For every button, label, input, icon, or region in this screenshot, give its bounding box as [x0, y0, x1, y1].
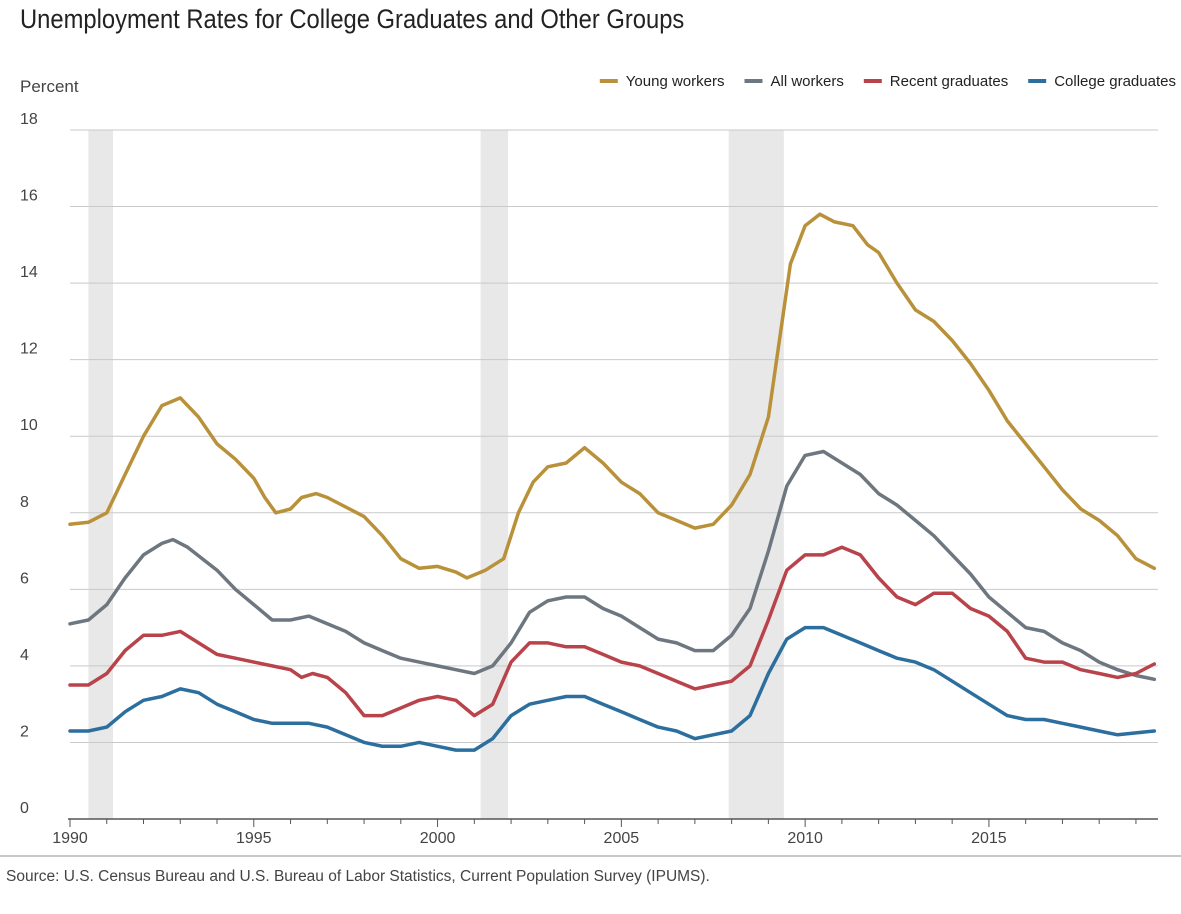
x-tick-label: 2005 [604, 830, 640, 847]
y-tick-label: 14 [20, 264, 38, 281]
legend-item-recent-graduates: Recent graduates [863, 73, 1008, 90]
x-tick-label: 1990 [52, 830, 88, 847]
series-line-all-workers [68, 449, 1157, 682]
legend-item-young-workers: Young workers [599, 73, 725, 90]
legend-item-all-workers: All workers [744, 73, 844, 90]
y-tick-label: 2 [20, 723, 29, 740]
recession-band-3 [728, 130, 784, 819]
series-line-college-graduates [68, 625, 1157, 752]
x-tick-label: 2010 [787, 830, 823, 847]
recession-bands [88, 130, 784, 819]
y-tick-label: 6 [20, 570, 29, 587]
y-tick-label: 0 [20, 800, 29, 817]
x-axis: 1990 1995 2000 2005 2010 2015 [52, 818, 1158, 847]
y-tick-label: 4 [20, 647, 29, 664]
series-line-recent-graduates [68, 545, 1157, 718]
x-tick-label: 2000 [420, 830, 456, 847]
y-tick-label: 10 [20, 417, 38, 434]
source-note: Source: U.S. Census Bureau and U.S. Bure… [6, 868, 710, 885]
y-tick-label: 8 [20, 494, 29, 511]
divider [0, 855, 1181, 857]
recession-band-2 [480, 130, 509, 819]
x-tick-label: 1995 [236, 830, 272, 847]
x-tick-label: 2015 [971, 830, 1007, 847]
series-line-young-workers [68, 212, 1157, 580]
y-tick-label: 18 [20, 111, 38, 128]
legend-label: All workers [771, 73, 844, 90]
gridlines [70, 129, 1158, 743]
y-axis: 0 2 4 6 8 10 12 14 16 18 [20, 111, 38, 817]
series-lines [68, 212, 1157, 752]
legend: Young workers All workers Recent graduates… [599, 73, 1176, 90]
y-axis-title: Percent [20, 77, 79, 96]
y-tick-label: 16 [20, 188, 38, 205]
y-tick-label: 12 [20, 341, 38, 358]
recession-band-1 [88, 130, 114, 819]
legend-label: Recent graduates [890, 73, 1008, 90]
legend-item-college-graduates: College graduates [1028, 73, 1176, 90]
legend-label: Young workers [626, 73, 725, 90]
legend-label: College graduates [1054, 73, 1176, 90]
chart-title: Unemployment Rates for College Graduates… [20, 4, 685, 34]
